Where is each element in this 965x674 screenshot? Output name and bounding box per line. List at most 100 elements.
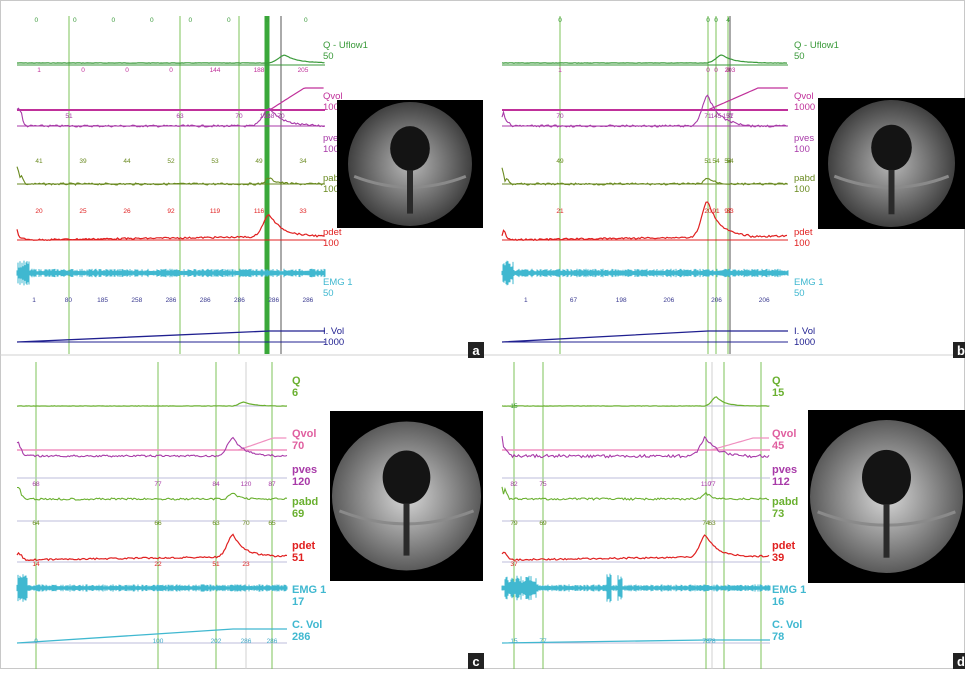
- channel-name: EMG 1: [323, 277, 353, 288]
- marker-value-cvol: 202: [211, 638, 222, 645]
- channel-name: Q: [772, 375, 781, 387]
- marker-value-top: 0: [34, 17, 38, 24]
- channel-name: pves: [794, 133, 814, 144]
- trace-qvol: [707, 87, 788, 111]
- marker-value-qvol: 203: [725, 67, 736, 74]
- marker-value-pdet: 119: [210, 208, 221, 215]
- marker-value-ivol: 198: [616, 297, 627, 304]
- marker-value-pabd: 74: [702, 520, 710, 527]
- marker-value-pves: 110: [701, 481, 712, 488]
- fluoroscopy-image: [330, 411, 483, 581]
- marker-value-pves: 168: [264, 113, 275, 120]
- marker-value-pdet: 22: [154, 561, 162, 568]
- channel-scale: 112: [772, 476, 790, 488]
- marker-value-pabd: 70: [242, 520, 250, 527]
- marker-value-cvol: 286: [267, 638, 278, 645]
- trace-pabd: [17, 486, 288, 501]
- channel-name: Q: [292, 375, 301, 387]
- marker-value-qvol: 1: [558, 67, 562, 74]
- marker-value-qvol: 0: [714, 67, 718, 74]
- channel-scale: 70: [292, 440, 304, 452]
- fluoroscopy-image: [808, 410, 965, 583]
- trace-pves: [501, 94, 788, 128]
- panel-label-box: [468, 342, 484, 358]
- trace-pves: [501, 435, 770, 459]
- trace-pabd: [501, 486, 770, 501]
- bladder-contrast: [390, 126, 430, 171]
- urethra-shadow: [403, 503, 410, 556]
- marker-value-ivol: 80: [65, 297, 73, 304]
- channel-name: I. Vol: [323, 326, 344, 337]
- channel-scale: 17: [292, 596, 304, 608]
- fluoroscopy-image: [337, 100, 483, 228]
- marker-value-pabd: 34: [299, 158, 307, 165]
- marker-value-pabd: 63: [212, 520, 220, 527]
- channel-name: pabd: [794, 173, 815, 184]
- channel-name: pves: [772, 464, 797, 476]
- marker-value-pves: 70: [235, 113, 243, 120]
- marker-value-qvol: 0: [81, 67, 85, 74]
- channel-name: pdet: [772, 540, 796, 552]
- trace-emg: [501, 573, 771, 603]
- panel-label-box: [953, 342, 965, 358]
- marker-value-pabd: 69: [539, 520, 547, 527]
- trace-qvol: [710, 437, 769, 451]
- trace-pabd: [16, 166, 325, 186]
- trace-infused-volume: [501, 330, 788, 343]
- marker-value-top: 0: [714, 17, 718, 24]
- panel-label-box: [468, 653, 484, 669]
- marker-value-top: 4: [726, 17, 730, 24]
- marker-value-pabd: 65: [268, 520, 276, 527]
- trace-q: [501, 54, 788, 64]
- marker-value-pdet: 116: [254, 208, 265, 215]
- channel-name: Q - Uflow1: [794, 40, 839, 51]
- urethra-shadow: [883, 504, 890, 558]
- marker-value-pdet: 23: [242, 561, 250, 568]
- channel-name: pdet: [292, 540, 316, 552]
- trace-emg: [501, 260, 789, 286]
- marker-value-pabd: 49: [556, 158, 564, 165]
- marker-value-pves: 120: [241, 481, 252, 488]
- trace-pves: [16, 436, 288, 458]
- channel-scale: 100: [323, 238, 339, 249]
- marker-value-top: 0: [265, 17, 269, 24]
- channel-name: Q - Uflow1: [323, 40, 368, 51]
- channel-scale: 100: [794, 184, 810, 195]
- marker-value-qvol: 1: [37, 67, 41, 74]
- channel-name: pves: [292, 464, 317, 476]
- panel-label-box: [953, 653, 965, 669]
- channel-name: EMG 1: [772, 584, 806, 596]
- channel-name: pabd: [323, 173, 344, 184]
- marker-value-ivol: 206: [759, 297, 770, 304]
- marker-value-top: 0: [73, 17, 77, 24]
- panel-label: c: [472, 654, 479, 669]
- marker-value-pabd: 41: [35, 158, 43, 165]
- channel-name: pves: [323, 133, 343, 144]
- channel-scale: 15: [772, 387, 784, 399]
- marker-value-pves: 151: [723, 113, 734, 120]
- trace-pabd: [501, 167, 788, 186]
- marker-value-pdet: 21: [556, 208, 564, 215]
- marker-value-ivol: 286: [268, 297, 279, 304]
- marker-value-pves: 51: [65, 113, 73, 120]
- marker-value-pabd: 39: [79, 158, 87, 165]
- panel-c: 68 77 84 120 87 64 66 63 70 65 14 22 51 23 0 100 202 286 2…: [16, 362, 484, 674]
- channel-scale: 1000: [794, 337, 815, 348]
- trace-infused-volume: [16, 330, 325, 343]
- channel-scale: 45: [772, 440, 784, 452]
- marker-value-pabd: 52: [167, 158, 175, 165]
- marker-value-qvol: 144: [210, 67, 221, 74]
- marker-value-cvol: 77: [539, 638, 547, 645]
- marker-value-ivol: 286: [302, 297, 313, 304]
- marker-value-top: 0: [111, 17, 115, 24]
- marker-value-cvol: 100: [153, 638, 164, 645]
- trace-qvol: [238, 437, 287, 451]
- urethra-shadow: [888, 169, 895, 215]
- marker-value-pves: 70: [556, 113, 564, 120]
- marker-value-qvol: 188: [254, 67, 265, 74]
- urethra-shadow: [407, 170, 413, 214]
- marker-value-pves: 77: [708, 481, 716, 488]
